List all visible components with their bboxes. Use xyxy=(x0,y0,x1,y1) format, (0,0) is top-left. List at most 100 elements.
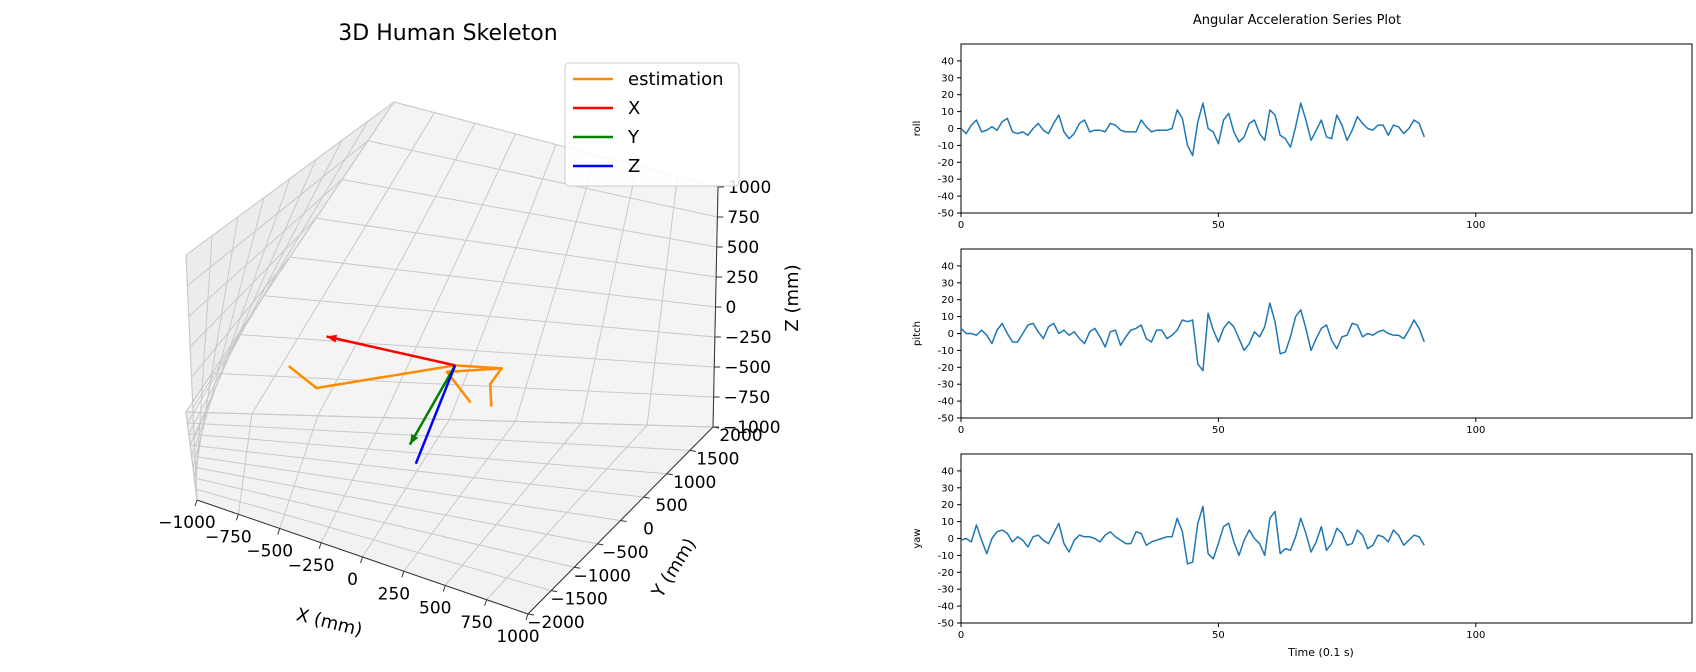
y-tick-label: 10 xyxy=(941,107,954,118)
pane-floor xyxy=(185,411,715,615)
y-tick-label: 40 xyxy=(941,261,954,272)
y-tick-label: 0 xyxy=(948,329,954,340)
grid-line-y xyxy=(194,477,575,568)
y-tick-label: 0 xyxy=(948,534,954,545)
y-tick-label: -20 xyxy=(938,158,954,169)
z-axis-label: Z (mm) xyxy=(782,264,803,331)
y-tick-label: 30 xyxy=(941,483,954,494)
x-tick-label: 50 xyxy=(1212,220,1225,231)
y-tick-label: 1500 xyxy=(696,449,739,469)
grid-line-z xyxy=(367,140,718,218)
grid-line-z xyxy=(289,256,716,308)
y-tick-label: -40 xyxy=(938,192,954,203)
y-tick-label: -10 xyxy=(938,141,954,152)
grid-line-y xyxy=(187,422,690,451)
x-tick-mark xyxy=(442,585,446,592)
legend-label-x: X xyxy=(628,98,640,119)
y-tick-label: 20 xyxy=(941,500,954,511)
x-tick-mark xyxy=(235,514,239,521)
y-tick-mark xyxy=(527,613,535,616)
z-tick-label: 250 xyxy=(726,268,758,288)
grid-line-z xyxy=(185,101,395,256)
x-tick-label: −1000 xyxy=(158,513,216,533)
series-panel-pitch: -50 -40 -30 -20 -10 0 10 20 30 40 0 50 100 pitch xyxy=(912,248,1693,436)
y-tick-label: 500 xyxy=(655,496,687,516)
x-tick-label: 1000 xyxy=(496,627,539,647)
legend-box xyxy=(564,62,740,187)
panel-y-label: pitch xyxy=(912,321,923,346)
y-tick-label: −500 xyxy=(602,543,649,563)
series-line-pitch xyxy=(960,302,1426,372)
series-line-roll xyxy=(960,102,1426,157)
panel-y-label: roll xyxy=(912,121,923,137)
y-tick-label: -10 xyxy=(938,551,954,562)
grid-line-z xyxy=(263,295,715,338)
grid-line-y xyxy=(191,455,621,521)
x-tick-mark xyxy=(194,499,198,507)
z-tick-label: 0 xyxy=(726,298,737,318)
y-tick-mark xyxy=(666,473,673,476)
grid-line-z xyxy=(185,411,198,501)
x-axis-label: X (mm) xyxy=(294,604,364,641)
series-panel-yaw: -50 -40 -30 -20 -10 0 10 20 30 40 0 50 100 yaw xyxy=(912,453,1693,641)
y-tick-label: -40 xyxy=(938,602,954,613)
y-tick-label: 10 xyxy=(941,312,954,323)
y-tick-label: 40 xyxy=(941,466,954,477)
grid-line-y xyxy=(192,466,598,545)
x-tick-label: 0 xyxy=(958,220,964,231)
y-tick-label: 0 xyxy=(643,520,654,540)
axis-vector-x xyxy=(326,335,456,367)
legend-label-y: Y xyxy=(627,127,640,148)
grid-line-y xyxy=(188,433,667,475)
y-tick-mark xyxy=(574,566,581,569)
y-tick-label: -30 xyxy=(938,585,954,596)
x-tick-label: −250 xyxy=(288,556,335,576)
x-tick-label: 0 xyxy=(347,570,358,590)
x-tick-mark xyxy=(277,528,281,535)
grid-line-z xyxy=(341,179,717,248)
y-axis-label: Y (mm) xyxy=(647,535,700,603)
y-tick-label: 30 xyxy=(941,278,954,289)
grid-line-z xyxy=(188,179,343,317)
y-tick-mark xyxy=(620,520,627,522)
z-tick-label: −750 xyxy=(724,388,771,408)
estimation-bone xyxy=(445,367,503,374)
x-tick-label: 0 xyxy=(958,630,964,641)
x-tick-mark xyxy=(525,613,529,621)
panel-frame xyxy=(960,43,1693,214)
y-tick-label: -50 xyxy=(938,619,954,630)
series-line-yaw xyxy=(960,505,1425,565)
y-tick-label: -20 xyxy=(938,363,954,374)
x-tick-label: 500 xyxy=(419,599,451,619)
legend: estimation X Y Z xyxy=(564,62,740,187)
grid-line-z xyxy=(193,334,239,439)
grid-line-y xyxy=(190,444,644,498)
grid-line-z xyxy=(192,295,265,409)
skeleton-lines xyxy=(288,334,503,465)
z-tick-label: 500 xyxy=(727,238,759,258)
y-tick-label: -10 xyxy=(938,346,954,357)
x-tick-label: 100 xyxy=(1466,220,1485,231)
y-tick-mark xyxy=(643,496,650,499)
z-tick-label: −500 xyxy=(724,358,771,378)
x-tick-label: 50 xyxy=(1212,630,1225,641)
x-tick-label: 50 xyxy=(1212,425,1225,436)
y-tick-label: 1000 xyxy=(673,473,716,493)
grid-line-z xyxy=(185,411,714,428)
y-tick-label: −1000 xyxy=(573,566,631,586)
grid-line-z xyxy=(315,217,717,278)
y-tick-label: −1500 xyxy=(550,590,608,610)
series-panel-roll: -50 -40 -30 -20 -10 0 10 20 30 40 0 50 100 roll xyxy=(912,43,1693,231)
grid-line-z xyxy=(191,256,291,378)
y-tick-label: 20 xyxy=(941,90,954,101)
x-tick-label: 250 xyxy=(378,584,410,604)
panel-y-label: yaw xyxy=(912,528,923,548)
axis-vector-z xyxy=(414,364,457,465)
series-chart-title: Angular Acceleration Series Plot xyxy=(1193,13,1401,28)
x-tick-label: 100 xyxy=(1466,425,1485,436)
z-tick-label: −250 xyxy=(725,328,772,348)
x-tick-mark xyxy=(360,556,363,564)
